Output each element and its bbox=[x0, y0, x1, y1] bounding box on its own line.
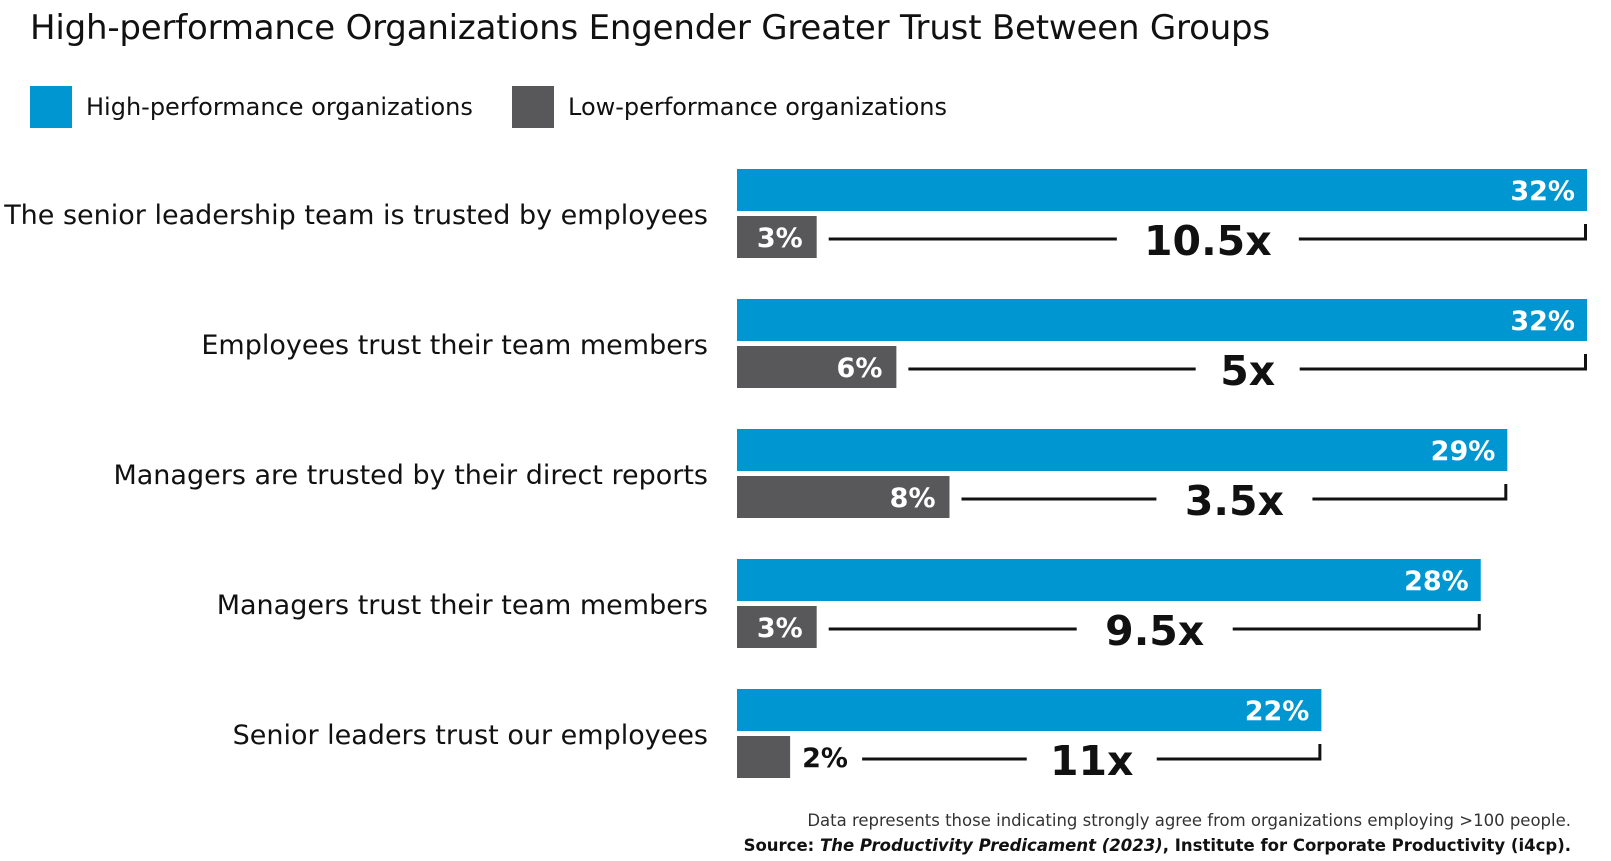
category-label: Senior leaders trust our employees bbox=[233, 720, 708, 751]
legend-item-high: High-performance organizations bbox=[30, 86, 473, 128]
multiplier-label: 11x bbox=[1050, 737, 1134, 785]
low-performance-bar bbox=[737, 476, 950, 518]
footnote-data-note: Data represents those indicating strongl… bbox=[807, 811, 1571, 830]
source-title: The Productivity Predicament (2023) bbox=[819, 836, 1163, 855]
source-prefix: Source: bbox=[743, 836, 820, 855]
legend-label-high: High-performance organizations bbox=[86, 93, 473, 121]
category-label: The senior leadership team is trusted by… bbox=[3, 200, 708, 231]
legend-swatch-high bbox=[30, 86, 72, 128]
multiplier-label: 5x bbox=[1220, 347, 1275, 395]
high-performance-value-label: 32% bbox=[1510, 306, 1575, 337]
low-performance-bar bbox=[737, 606, 817, 648]
high-performance-bar bbox=[737, 559, 1481, 601]
low-performance-value-label: 3% bbox=[757, 223, 803, 254]
multiplier-connector-right bbox=[1232, 614, 1481, 631]
source-suffix: , Institute for Corporate Productivity (… bbox=[1162, 836, 1571, 855]
high-performance-bar bbox=[737, 429, 1508, 471]
legend-swatch-low bbox=[512, 86, 554, 128]
high-performance-value-label: 32% bbox=[1510, 176, 1575, 207]
category-label: Managers trust their team members bbox=[217, 590, 708, 621]
footnote-source: Source: The Productivity Predicament (20… bbox=[744, 836, 1571, 855]
multiplier-connector-right bbox=[1298, 224, 1587, 241]
low-performance-value-label: 3% bbox=[757, 613, 803, 644]
low-performance-bar bbox=[737, 346, 897, 388]
legend-item-low: Low-performance organizations bbox=[512, 86, 947, 128]
low-performance-value-label: 2% bbox=[802, 743, 848, 774]
multiplier-label: 9.5x bbox=[1105, 607, 1204, 655]
category-label: Managers are trusted by their direct rep… bbox=[113, 460, 708, 491]
low-performance-value-label: 6% bbox=[837, 353, 883, 384]
high-performance-bar bbox=[737, 299, 1587, 341]
multiplier-label: 3.5x bbox=[1185, 477, 1284, 525]
multiplier-connector-right bbox=[1299, 354, 1587, 371]
chart-title: High-performance Organizations Engender … bbox=[30, 8, 1270, 48]
multiplier-label: 10.5x bbox=[1144, 217, 1272, 265]
multiplier-connector-right bbox=[1312, 484, 1508, 501]
low-performance-value-label: 8% bbox=[890, 483, 936, 514]
high-performance-value-label: 28% bbox=[1404, 566, 1469, 597]
category-label: Employees trust their team members bbox=[201, 330, 708, 361]
low-performance-bar bbox=[737, 216, 817, 258]
legend-label-low: Low-performance organizations bbox=[568, 93, 947, 121]
high-performance-value-label: 22% bbox=[1245, 696, 1310, 727]
multiplier-connector-right bbox=[1156, 744, 1322, 761]
high-performance-value-label: 29% bbox=[1431, 436, 1496, 467]
high-performance-bar bbox=[737, 689, 1322, 731]
low-performance-bar bbox=[737, 736, 791, 778]
high-performance-bar bbox=[737, 169, 1587, 211]
bar-chart: The senior leadership team is trusted by… bbox=[3, 169, 1587, 785]
